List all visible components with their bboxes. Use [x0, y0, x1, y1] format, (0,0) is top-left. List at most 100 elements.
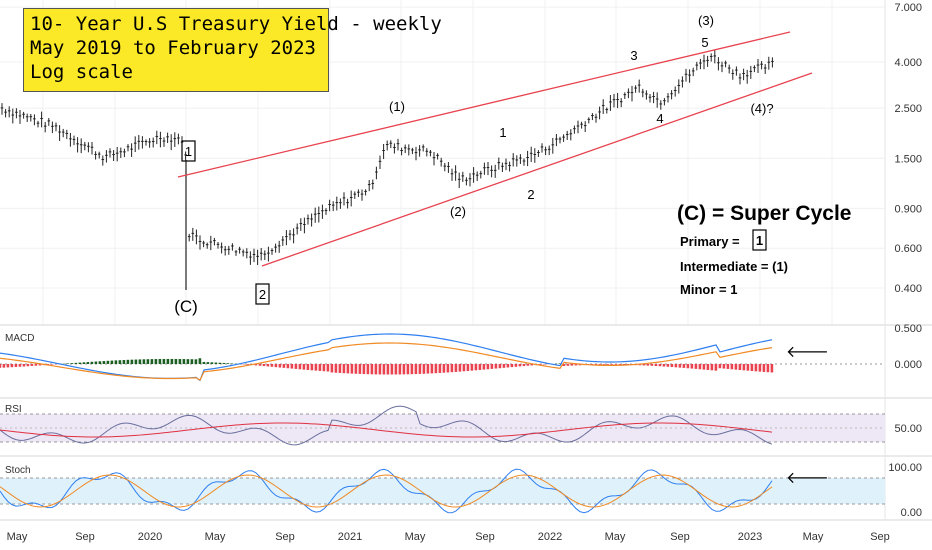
macd-histogram-bar: [66, 363, 70, 364]
upper-channel-line: [177, 31, 791, 178]
stoch-tick-bottom: 0.00: [901, 507, 922, 519]
macd-histogram-bar: [762, 364, 766, 372]
macd-histogram-bar: [214, 362, 218, 364]
macd-histogram-bar: [482, 364, 486, 370]
macd-histogram-bar: [198, 358, 202, 364]
macd-histogram-bar: [370, 364, 374, 375]
y-tick-label: 7.000: [894, 2, 922, 14]
macd-histogram-bar: [462, 364, 466, 372]
macd-histogram-bar: [270, 364, 274, 367]
macd-histogram-bar: [154, 359, 158, 364]
wave-i3-label: (3): [698, 13, 714, 28]
macd-histogram-bar: [446, 364, 450, 373]
macd-histogram-bar: [726, 364, 730, 369]
y-axis: 7.000 4.000 2.500 1.500 0.900 0.600 0.400: [894, 2, 922, 295]
macd-histogram-bar: [382, 364, 386, 375]
macd-histogram-bar: [34, 364, 38, 366]
y-tick-label: 0.600: [894, 243, 922, 255]
box-2-frame: [255, 283, 270, 305]
macd-histogram-bar: [454, 364, 458, 372]
macd-histogram-bar: [182, 359, 186, 364]
macd-histogram-bar: [138, 359, 142, 364]
macd-histogram-bar: [770, 364, 774, 373]
macd-panel: MACD 0.500 0.000 🡐: [0, 323, 922, 382]
macd-histogram-bar: [530, 364, 534, 366]
legend-primary-box: 1: [756, 233, 763, 248]
title-line-1: 10- Year U.S Treasury Yield - weekly: [30, 13, 442, 35]
macd-histogram-bar: [318, 364, 322, 371]
macd-histogram-bar: [366, 364, 370, 375]
stoch-panel: Stoch 100.00 0.00 🡐: [0, 462, 922, 519]
stoch-band: [0, 478, 885, 504]
macd-histogram-bar: [226, 363, 230, 364]
macd-histogram-bar: [702, 364, 706, 370]
macd-line: [0, 333, 773, 382]
macd-histogram-bar: [610, 364, 614, 365]
x-tick-label: May: [405, 531, 426, 543]
x-tick-label: May: [7, 531, 28, 543]
macd-histogram-bar: [458, 364, 462, 372]
macd-histogram-bar: [346, 364, 350, 374]
rsi-ma-line: [0, 422, 773, 438]
macd-histogram-bar: [102, 361, 106, 364]
macd-histogram-bar: [570, 364, 574, 366]
macd-histogram-bar: [538, 364, 542, 365]
macd-histogram-bar: [658, 364, 662, 367]
macd-histogram-bar: [566, 364, 570, 366]
macd-histogram-bar: [146, 359, 150, 364]
macd-histogram-bar: [622, 364, 626, 365]
legend-primary: Primary =: [680, 234, 740, 249]
macd-histogram-bar: [406, 364, 410, 375]
macd-histogram-bar: [78, 362, 82, 364]
macd-histogram-bar: [286, 364, 290, 369]
box-2-label: 2: [259, 287, 266, 302]
macd-histogram-bar: [162, 358, 166, 364]
macd-histogram-bar: [430, 364, 434, 374]
macd-histogram-bar: [690, 364, 694, 369]
lower-channel-line: [261, 72, 813, 267]
macd-histogram-bar: [142, 359, 146, 364]
macd-histogram-bar: [710, 364, 714, 371]
macd-histogram-bar: [526, 364, 530, 366]
legend-annotation: (C) = Super Cycle Primary = 1 Intermediate …: [677, 202, 851, 297]
macd-histogram-bar: [246, 364, 250, 365]
macd-histogram-bar: [698, 364, 702, 370]
macd-histogram-bar: [22, 364, 26, 367]
wave-i1-label: (1): [389, 99, 405, 114]
x-tick-label: 2022: [538, 531, 562, 543]
macd-histogram-bar: [14, 364, 18, 367]
macd-histogram-bar: [266, 364, 270, 367]
macd-histogram-bar: [194, 359, 198, 364]
rsi-band: [0, 414, 885, 442]
macd-histogram-bar: [206, 362, 210, 364]
macd-histogram-bar: [478, 364, 482, 370]
macd-histogram-bar: [0, 364, 2, 368]
macd-histogram-bar: [650, 364, 654, 366]
macd-histogram-bar: [486, 364, 490, 370]
macd-histogram-bar: [738, 364, 742, 370]
macd-histogram-bar: [86, 362, 90, 364]
macd-histogram-bar: [754, 364, 758, 372]
macd-histogram-bar: [574, 364, 578, 366]
x-tick-label: Sep: [670, 531, 690, 543]
macd-histogram-bar: [558, 363, 562, 364]
macd-histogram-bar: [434, 364, 438, 374]
macd-histogram-bar: [310, 364, 314, 371]
wave-m5-label: 5: [701, 35, 708, 50]
macd-histogram-bar: [422, 364, 426, 374]
macd-histogram-bar: [122, 360, 126, 364]
macd-histogram-bar: [94, 361, 98, 364]
y-tick-label: 4.000: [894, 57, 922, 69]
rsi-line: [0, 405, 773, 446]
macd-histogram-bar: [262, 364, 266, 367]
macd-histogram-bar: [166, 358, 170, 364]
macd-histogram-bar: [326, 364, 330, 372]
macd-histogram-bar: [442, 364, 446, 373]
macd-histogram-bar: [398, 364, 402, 375]
macd-histogram-bar: [470, 364, 474, 371]
macd-histogram-bar: [758, 364, 762, 372]
wave-i2-label: (2): [450, 204, 466, 219]
x-tick-label: Sep: [275, 531, 295, 543]
macd-histogram-bar: [306, 364, 310, 370]
